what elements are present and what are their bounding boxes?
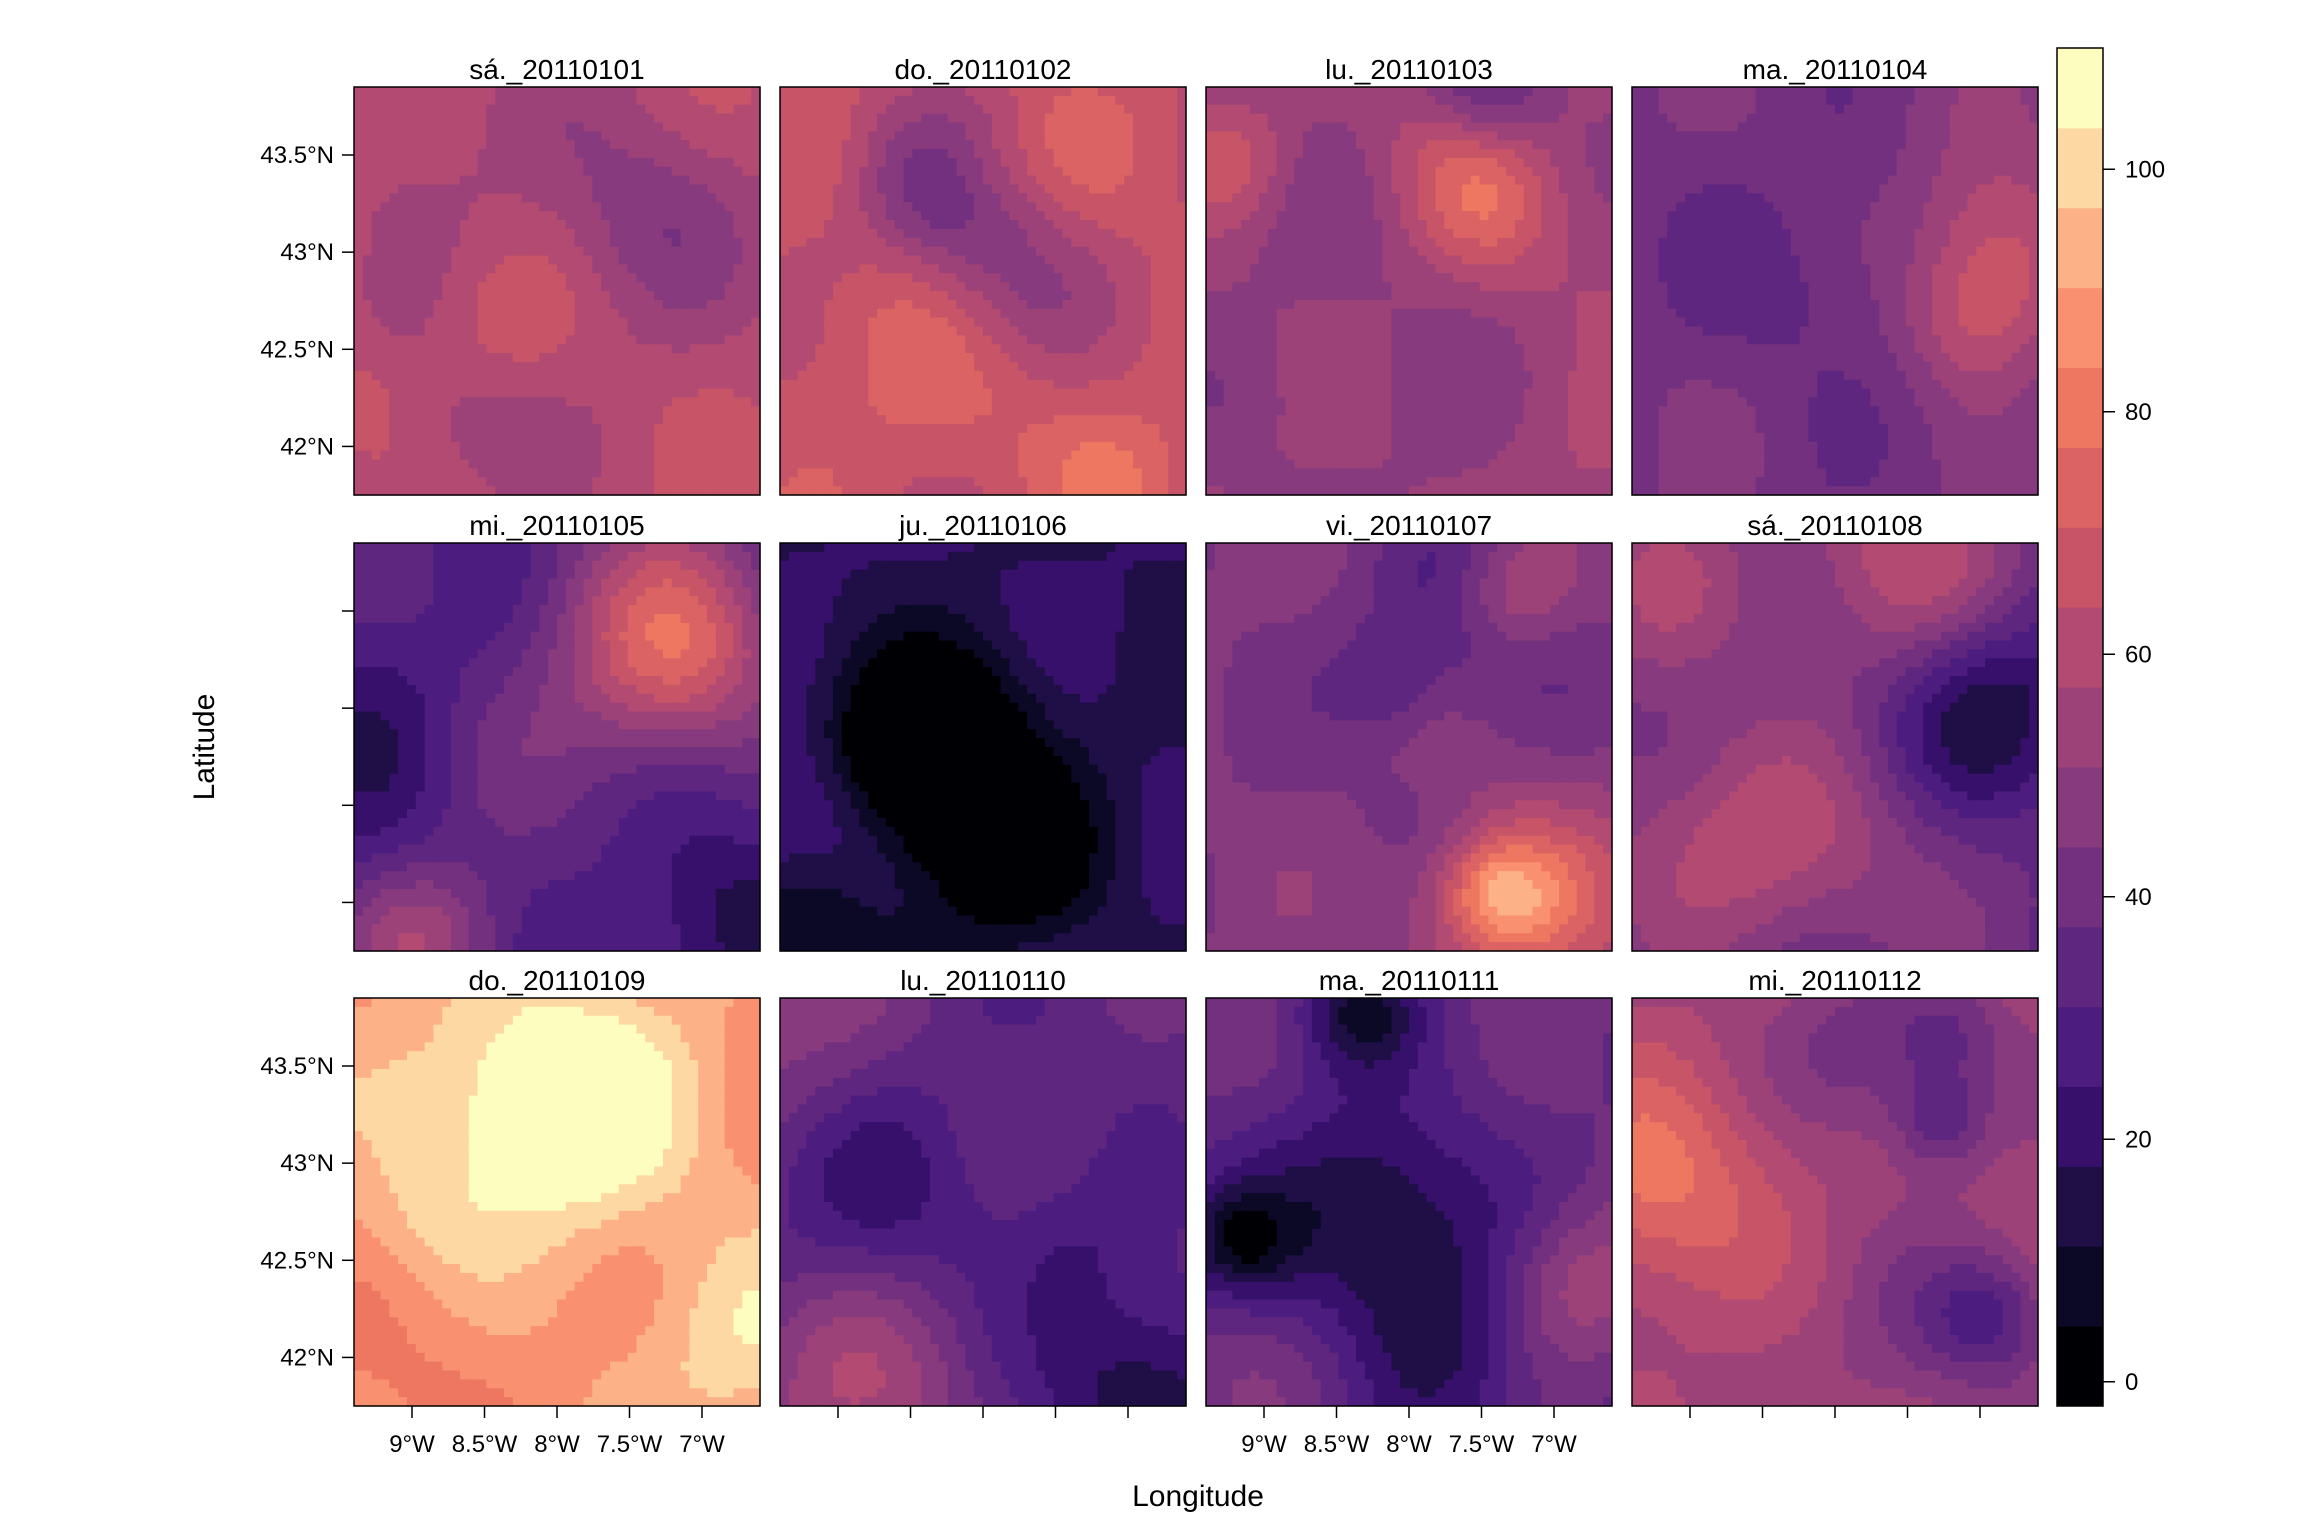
x-tick-label: 7°W: [679, 1431, 725, 1458]
heatmap-cells: [1632, 543, 2039, 952]
x-tick-label: 8.5°W: [1304, 1431, 1370, 1458]
y-tick-label: 42.5°N: [260, 336, 334, 363]
y-tick-label: 43°N: [280, 239, 334, 266]
panel: mi._20110105: [354, 510, 761, 952]
colorbar-swatch: [2057, 368, 2103, 448]
x-tick-label: 9°W: [1241, 1431, 1287, 1458]
panel-grid: sá._20110101 do._20110102 lu._20110103 ma._…: [354, 54, 2039, 1407]
colorbar-swatch: [2057, 527, 2103, 607]
colorbar-swatch: [2057, 447, 2103, 527]
panel: sá._20110108: [1632, 510, 2039, 952]
heatmap-cells: [1206, 543, 1613, 952]
panel-title: sá._20110108: [1747, 510, 1922, 541]
panel-title: sá._20110101: [469, 54, 644, 85]
colorbar-swatch: [2057, 767, 2103, 847]
panel-title: do._20110102: [895, 54, 1072, 85]
panel-title: mi._20110105: [469, 510, 644, 541]
y-tick-label: 43°N: [280, 1150, 334, 1177]
heatmap-cells: [780, 998, 1187, 1407]
panel: mi._20110112: [1632, 965, 2039, 1407]
colorbar-swatch: [2057, 1086, 2103, 1166]
colorbar-swatch: [2057, 1246, 2103, 1326]
heatmap-cells: [354, 543, 761, 952]
x-tick-label: 7°W: [1531, 1431, 1577, 1458]
panel: ma._20110111: [1206, 965, 1613, 1407]
panel-title: do._20110109: [469, 965, 646, 996]
colorbar-swatch: [2057, 288, 2103, 368]
x-tick-label: 8.5°W: [452, 1431, 518, 1458]
colorbar-swatch: [2057, 1007, 2103, 1087]
colorbar-tick-label: 100: [2125, 156, 2165, 183]
colorbar-swatch: [2057, 847, 2103, 927]
panel-title: ma._20110104: [1743, 54, 1928, 85]
heatmap-cells: [354, 87, 761, 496]
x-tick-label: 8°W: [1386, 1431, 1432, 1458]
colorbar-tick-label: 40: [2125, 884, 2152, 911]
panel: vi._20110107: [1206, 510, 1613, 952]
heatmap-cells: [354, 998, 761, 1407]
panel: lu._20110103: [1206, 54, 1613, 496]
heatmap-cells: [780, 87, 1187, 496]
colorbar-swatch: [2057, 208, 2103, 288]
panel: sá._20110101: [354, 54, 761, 496]
colorbar-tick-label: 20: [2125, 1126, 2152, 1153]
panel-title: ju._20110106: [898, 510, 1067, 541]
x-tick-label: 7.5°W: [1449, 1431, 1515, 1458]
colorbar-tick-label: 80: [2125, 399, 2152, 426]
panel-title: mi._20110112: [1748, 965, 1921, 996]
heatmap-cells: [1206, 998, 1613, 1407]
panel-title: lu._20110103: [1325, 54, 1493, 85]
panel: ju._20110106: [780, 510, 1187, 952]
y-axis-label: Latitude: [188, 694, 221, 801]
heatmap-cells: [1632, 87, 2039, 496]
x-tick-label: 7.5°W: [597, 1431, 663, 1458]
heatmap-cells: [780, 543, 1187, 952]
colorbar-swatch: [2057, 1166, 2103, 1246]
y-tick-label: 43.5°N: [260, 142, 334, 169]
colorbar-swatch: [2057, 128, 2103, 208]
y-tick-label: 42°N: [280, 1344, 334, 1371]
y-tick-label: 42.5°N: [260, 1247, 334, 1274]
panel-title: ma._20110111: [1319, 965, 1500, 996]
y-tick-label: 43.5°N: [260, 1053, 334, 1080]
colorbar-tick-label: 0: [2125, 1369, 2138, 1396]
colorbar-swatch: [2057, 48, 2103, 128]
colorbar-swatch: [2057, 687, 2103, 767]
x-tick-label: 8°W: [534, 1431, 580, 1458]
panel-title: vi._20110107: [1326, 510, 1492, 541]
colorbar-tick-label: 60: [2125, 641, 2152, 668]
colorbar: 0 20 40 60 80 100: [2057, 48, 2165, 1407]
colorbar-swatch: [2057, 1326, 2103, 1406]
panel: ma._20110104: [1632, 54, 2039, 496]
panel-title: lu._20110110: [900, 965, 1066, 996]
heatmap-cells: [1206, 87, 1613, 496]
x-tick-label: 9°W: [389, 1431, 435, 1458]
panel: lu._20110110: [780, 965, 1187, 1407]
colorbar-swatch: [2057, 607, 2103, 687]
panel: do._20110109: [354, 965, 761, 1407]
panel: do._20110102: [780, 54, 1187, 496]
colorbar-swatch: [2057, 927, 2103, 1007]
x-axis-label: Longitude: [1132, 1480, 1264, 1513]
y-tick-label: 42°N: [280, 433, 334, 460]
heatmap-cells: [1632, 998, 2039, 1407]
